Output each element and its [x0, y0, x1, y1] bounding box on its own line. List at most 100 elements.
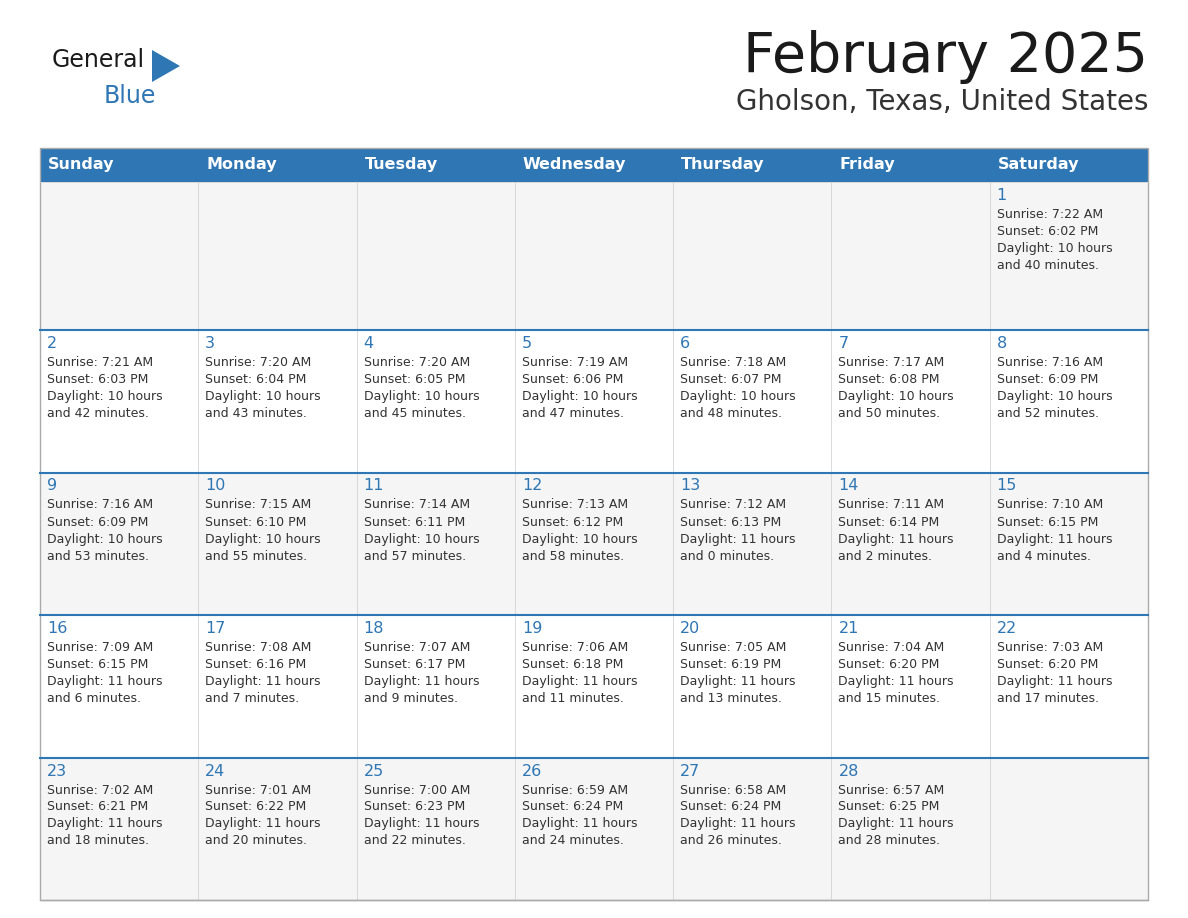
Text: Daylight: 10 hours: Daylight: 10 hours	[997, 242, 1112, 255]
Text: and 20 minutes.: and 20 minutes.	[206, 834, 308, 847]
Text: Sunset: 6:02 PM: Sunset: 6:02 PM	[997, 225, 1098, 238]
Text: Sunrise: 7:21 AM: Sunrise: 7:21 AM	[48, 356, 153, 369]
Text: Daylight: 11 hours: Daylight: 11 hours	[522, 675, 637, 688]
Text: 22: 22	[997, 621, 1017, 636]
Text: and 24 minutes.: and 24 minutes.	[522, 834, 624, 847]
Bar	[990, 182, 1148, 330]
Text: Daylight: 11 hours: Daylight: 11 hours	[48, 675, 163, 688]
Text: February 2025: February 2025	[742, 30, 1148, 84]
Text: Sunrise: 7:02 AM: Sunrise: 7:02 AM	[48, 783, 153, 797]
Text: 16: 16	[48, 621, 68, 636]
Bar	[198, 182, 356, 330]
Text: 7: 7	[839, 336, 848, 351]
Text: Sunset: 6:21 PM: Sunset: 6:21 PM	[48, 800, 148, 813]
Bar	[674, 182, 832, 330]
Bar	[832, 615, 990, 757]
Text: Sunset: 6:08 PM: Sunset: 6:08 PM	[839, 373, 940, 386]
Text: Sunset: 6:11 PM: Sunset: 6:11 PM	[364, 516, 465, 529]
Text: and 52 minutes.: and 52 minutes.	[997, 407, 1099, 420]
Text: Sunrise: 7:15 AM: Sunrise: 7:15 AM	[206, 498, 311, 511]
Bar	[990, 330, 1148, 473]
Text: Sunset: 6:20 PM: Sunset: 6:20 PM	[997, 658, 1098, 671]
Text: 12: 12	[522, 478, 542, 494]
Text: Sunrise: 7:16 AM: Sunrise: 7:16 AM	[48, 498, 153, 511]
Bar	[514, 182, 674, 330]
Bar	[832, 757, 990, 900]
Text: Monday: Monday	[207, 158, 277, 173]
Text: Sunrise: 7:03 AM: Sunrise: 7:03 AM	[997, 641, 1102, 654]
Text: Sunrise: 7:04 AM: Sunrise: 7:04 AM	[839, 641, 944, 654]
Text: 27: 27	[681, 764, 701, 778]
Text: 21: 21	[839, 621, 859, 636]
Text: Sunset: 6:20 PM: Sunset: 6:20 PM	[839, 658, 940, 671]
Text: Sunset: 6:07 PM: Sunset: 6:07 PM	[681, 373, 782, 386]
Text: Sunrise: 7:18 AM: Sunrise: 7:18 AM	[681, 356, 786, 369]
Text: 19: 19	[522, 621, 542, 636]
Text: Sunrise: 7:10 AM: Sunrise: 7:10 AM	[997, 498, 1102, 511]
Text: Sunrise: 7:19 AM: Sunrise: 7:19 AM	[522, 356, 628, 369]
Text: Sunset: 6:17 PM: Sunset: 6:17 PM	[364, 658, 465, 671]
Text: Daylight: 11 hours: Daylight: 11 hours	[997, 675, 1112, 688]
Text: Daylight: 11 hours: Daylight: 11 hours	[839, 675, 954, 688]
Text: and 6 minutes.: and 6 minutes.	[48, 692, 141, 705]
Text: Sunset: 6:23 PM: Sunset: 6:23 PM	[364, 800, 465, 813]
Text: 24: 24	[206, 764, 226, 778]
Text: and 15 minutes.: and 15 minutes.	[839, 692, 941, 705]
Text: 26: 26	[522, 764, 542, 778]
Text: Daylight: 10 hours: Daylight: 10 hours	[48, 532, 163, 545]
Text: and 50 minutes.: and 50 minutes.	[839, 407, 941, 420]
Text: 14: 14	[839, 478, 859, 494]
Bar	[198, 473, 356, 615]
Bar	[40, 182, 198, 330]
Text: and 26 minutes.: and 26 minutes.	[681, 834, 782, 847]
Text: and 40 minutes.: and 40 minutes.	[997, 259, 1099, 272]
Text: Daylight: 10 hours: Daylight: 10 hours	[206, 532, 321, 545]
Text: Sunset: 6:09 PM: Sunset: 6:09 PM	[48, 516, 148, 529]
Text: Sunrise: 6:59 AM: Sunrise: 6:59 AM	[522, 783, 628, 797]
Text: Saturday: Saturday	[998, 158, 1079, 173]
Text: Sunset: 6:22 PM: Sunset: 6:22 PM	[206, 800, 307, 813]
Text: Sunrise: 7:20 AM: Sunrise: 7:20 AM	[206, 356, 311, 369]
Bar	[198, 757, 356, 900]
Text: 5: 5	[522, 336, 532, 351]
Text: Daylight: 11 hours: Daylight: 11 hours	[839, 532, 954, 545]
Text: Sunset: 6:25 PM: Sunset: 6:25 PM	[839, 800, 940, 813]
Text: Daylight: 10 hours: Daylight: 10 hours	[206, 390, 321, 403]
Text: Sunrise: 7:16 AM: Sunrise: 7:16 AM	[997, 356, 1102, 369]
Text: Daylight: 10 hours: Daylight: 10 hours	[48, 390, 163, 403]
Text: Sunrise: 7:13 AM: Sunrise: 7:13 AM	[522, 498, 628, 511]
Bar	[514, 615, 674, 757]
Text: 4: 4	[364, 336, 374, 351]
Text: Sunset: 6:15 PM: Sunset: 6:15 PM	[48, 658, 148, 671]
Text: Sunset: 6:13 PM: Sunset: 6:13 PM	[681, 516, 782, 529]
Bar	[674, 473, 832, 615]
Text: Sunset: 6:24 PM: Sunset: 6:24 PM	[681, 800, 782, 813]
Text: 6: 6	[681, 336, 690, 351]
Text: 15: 15	[997, 478, 1017, 494]
Text: and 48 minutes.: and 48 minutes.	[681, 407, 782, 420]
Text: Daylight: 11 hours: Daylight: 11 hours	[997, 532, 1112, 545]
Text: Sunday: Sunday	[48, 158, 114, 173]
Text: 1: 1	[997, 188, 1007, 203]
Bar	[514, 330, 674, 473]
Text: Blue: Blue	[105, 84, 157, 108]
Text: and 18 minutes.: and 18 minutes.	[48, 834, 148, 847]
Text: and 2 minutes.: and 2 minutes.	[839, 550, 933, 563]
Bar	[674, 330, 832, 473]
Text: Sunrise: 7:01 AM: Sunrise: 7:01 AM	[206, 783, 311, 797]
Text: Sunrise: 7:22 AM: Sunrise: 7:22 AM	[997, 208, 1102, 221]
Text: Daylight: 10 hours: Daylight: 10 hours	[364, 390, 479, 403]
Text: 25: 25	[364, 764, 384, 778]
Text: Sunset: 6:04 PM: Sunset: 6:04 PM	[206, 373, 307, 386]
Text: Sunrise: 7:11 AM: Sunrise: 7:11 AM	[839, 498, 944, 511]
Text: and 47 minutes.: and 47 minutes.	[522, 407, 624, 420]
Text: 23: 23	[48, 764, 68, 778]
Text: Daylight: 10 hours: Daylight: 10 hours	[997, 390, 1112, 403]
Text: 2: 2	[48, 336, 57, 351]
Text: and 43 minutes.: and 43 minutes.	[206, 407, 308, 420]
Text: 10: 10	[206, 478, 226, 494]
Text: Daylight: 11 hours: Daylight: 11 hours	[48, 818, 163, 831]
Text: Daylight: 11 hours: Daylight: 11 hours	[681, 532, 796, 545]
Bar	[990, 615, 1148, 757]
Text: Sunrise: 7:12 AM: Sunrise: 7:12 AM	[681, 498, 786, 511]
